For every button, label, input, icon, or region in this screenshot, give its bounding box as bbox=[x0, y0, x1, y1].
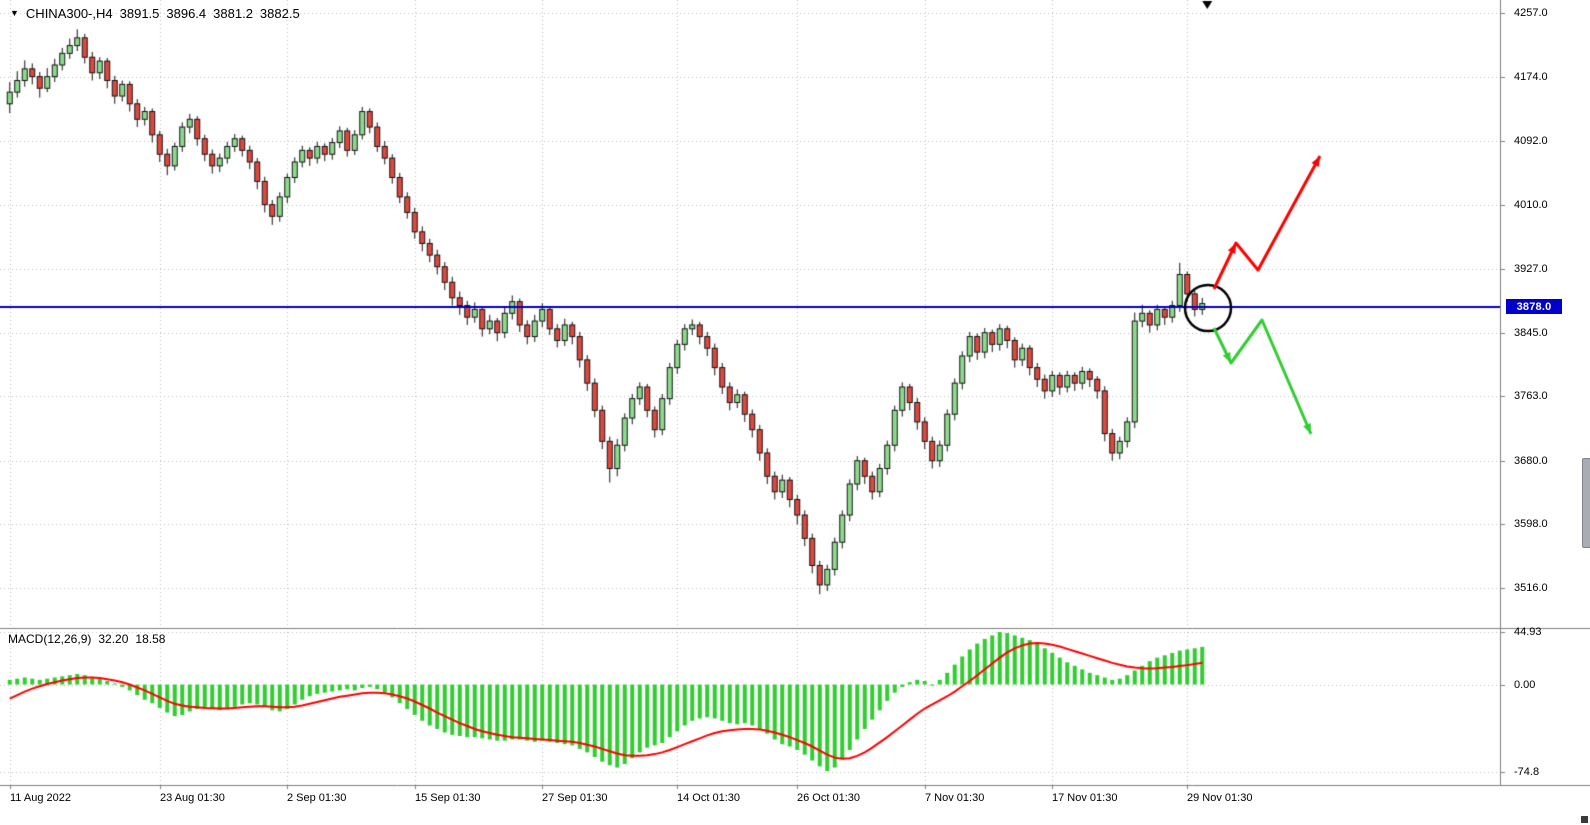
symbol-period-label: CHINA300-,H4 bbox=[25, 6, 113, 21]
time-axis-label: 7 Nov 01:30 bbox=[925, 792, 985, 804]
macd-main-value: 32.20 bbox=[98, 632, 129, 646]
price-axis-label: 3927.0 bbox=[1514, 263, 1548, 275]
time-axis-label: 29 Nov 01:30 bbox=[1187, 792, 1253, 804]
low-value: 3881.2 bbox=[213, 6, 253, 21]
price-axis-label: 3598.0 bbox=[1514, 518, 1548, 530]
time-axis-label: 26 Oct 01:30 bbox=[797, 792, 860, 804]
chart-title: ▼ CHINA300-,H4 3891.5 3896.4 3881.2 3882… bbox=[10, 6, 300, 21]
open-value: 3891.5 bbox=[119, 6, 160, 21]
price-axis-label: 3845.0 bbox=[1514, 327, 1548, 339]
symbol-dropdown-icon[interactable]: ▼ bbox=[10, 8, 19, 18]
high-value: 3896.4 bbox=[166, 6, 207, 21]
price-axis-label: 3680.0 bbox=[1514, 455, 1548, 467]
current-price-tag: 3878.0 bbox=[1506, 299, 1562, 314]
macd-signal-value: 18.58 bbox=[135, 632, 166, 646]
macd-axis-label: -74.8 bbox=[1514, 766, 1540, 778]
close-value: 3882.5 bbox=[259, 6, 300, 21]
price-axis-label: 4257.0 bbox=[1514, 7, 1548, 19]
time-axis-label: 17 Nov 01:30 bbox=[1052, 792, 1118, 804]
macd-indicator-label: MACD(12,26,9) 32.20 18.58 bbox=[8, 632, 165, 646]
time-axis-label: 23 Aug 01:30 bbox=[160, 792, 225, 804]
macd-name: MACD(12,26,9) bbox=[8, 632, 92, 646]
resize-grip-icon[interactable] bbox=[1581, 816, 1588, 823]
price-axis-label: 3763.0 bbox=[1514, 390, 1548, 402]
macd-axis-label: 0.00 bbox=[1514, 679, 1536, 691]
time-axis-label: 2 Sep 01:30 bbox=[287, 792, 347, 804]
price-axis-label: 4174.0 bbox=[1514, 71, 1548, 83]
price-axis-label: 4010.0 bbox=[1514, 199, 1548, 211]
price-axis-label: 4092.0 bbox=[1514, 135, 1548, 147]
time-axis-label: 14 Oct 01:30 bbox=[677, 792, 740, 804]
time-axis-label: 11 Aug 2022 bbox=[10, 792, 71, 804]
time-axis-label: 15 Sep 01:30 bbox=[415, 792, 481, 804]
price-axis-label: 3516.0 bbox=[1514, 582, 1548, 594]
macd-axis-label: 44.93 bbox=[1514, 626, 1542, 638]
scrollbar-thumb[interactable] bbox=[1582, 458, 1590, 548]
time-axis-label: 27 Sep 01:30 bbox=[542, 792, 608, 804]
